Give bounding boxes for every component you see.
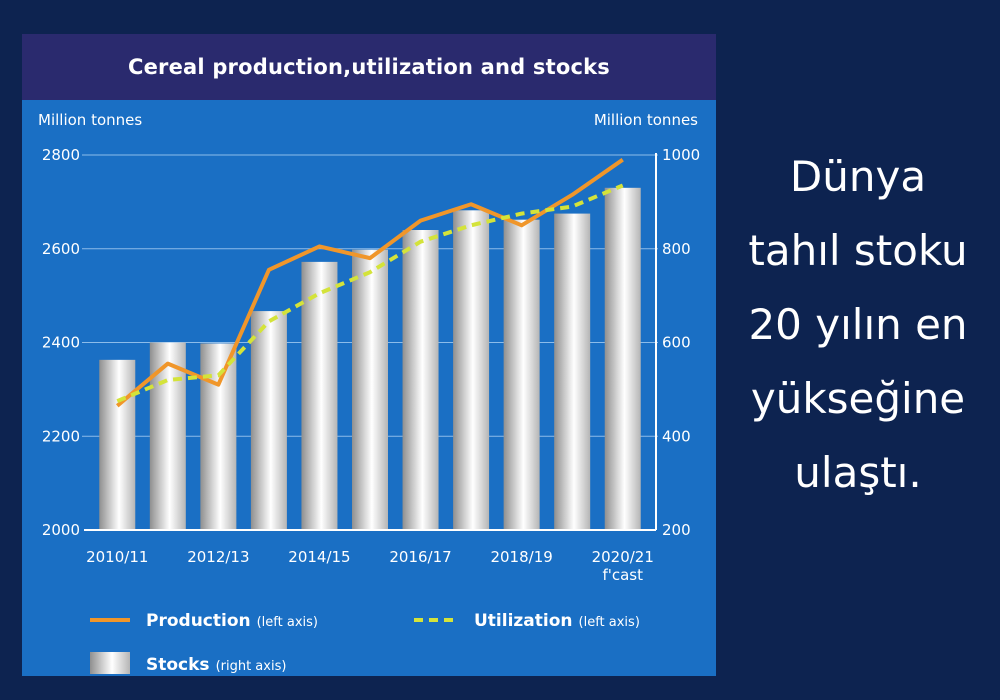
legend-utilization-name: Utilization xyxy=(474,611,573,631)
right-axis-label: Million tonnes xyxy=(594,111,698,129)
legend-utilization: Utilization (left axis) xyxy=(474,611,640,631)
headline-line-3: 20 yılın en xyxy=(748,300,968,349)
legend-production-name: Production xyxy=(146,611,251,631)
chart-title: Cereal production,utilization and stocks xyxy=(127,55,611,79)
x-tick-label: 2010/11 xyxy=(86,548,148,566)
right-tick-label: 800 xyxy=(662,240,691,258)
line-layer xyxy=(115,158,624,408)
stocks-bar xyxy=(604,187,641,530)
stocks-bar xyxy=(554,213,591,530)
left-axis-label: Million tonnes xyxy=(38,111,142,129)
legend-stocks-name: Stocks xyxy=(146,655,210,675)
chart-title-bar: Cereal production,utilization and stocks xyxy=(22,34,716,100)
x-tick-label: 2012/13 xyxy=(187,548,249,566)
stocks-bar xyxy=(99,359,136,530)
legend-stocks: Stocks (right axis) xyxy=(146,655,286,675)
right-tick-label: 1000 xyxy=(662,146,700,164)
stocks-bar xyxy=(250,311,287,530)
headline-line-4: yükseğine xyxy=(750,374,966,423)
x-tick-label: 2016/17 xyxy=(389,548,451,566)
right-tick-label: 600 xyxy=(662,334,691,352)
headline-line-5: ulaştı. xyxy=(794,448,922,497)
stocks-bar xyxy=(453,210,490,530)
x-tick-label: 2014/15 xyxy=(288,548,350,566)
right-tick-label: 200 xyxy=(662,521,691,539)
axis-layer: 2000 2200 2400 2600 2800 200 400 600 800 1000 Mill… xyxy=(38,111,700,584)
chart-svg: 2000 2200 2400 2600 2800 200 400 600 800 1000 Mill… xyxy=(38,111,700,675)
x-tick-label: 2020/21 xyxy=(592,548,654,566)
headline-line-1: Dünya xyxy=(789,152,927,201)
legend-utilization-note: (left axis) xyxy=(579,615,640,630)
left-tick-label: 2800 xyxy=(42,146,80,164)
right-tick-label: 400 xyxy=(662,427,691,445)
stocks-bar xyxy=(402,230,439,530)
stocks-bar xyxy=(352,249,388,530)
legend-production: Production (left axis) xyxy=(146,611,318,631)
x-tick-label: 2018/19 xyxy=(490,548,552,566)
headline: Dünya tahıl stoku 20 yılın en yükseğine … xyxy=(716,140,1000,510)
stocks-bar xyxy=(301,261,338,530)
legend-stocks-swatch xyxy=(90,652,130,674)
legend-layer: Production (left axis) Utilization (left ax… xyxy=(90,611,640,675)
left-tick-label: 2600 xyxy=(42,240,80,258)
legend-stocks-note: (right axis) xyxy=(216,659,287,674)
left-tick-label: 2400 xyxy=(42,334,80,352)
production-line xyxy=(115,158,624,408)
forecast-note: f'cast xyxy=(602,566,643,584)
bar-layer xyxy=(99,187,641,530)
left-tick-label: 2200 xyxy=(42,427,80,445)
stocks-bar xyxy=(503,219,540,530)
legend-production-note: (left axis) xyxy=(257,615,318,630)
headline-line-2: tahıl stoku xyxy=(748,226,968,275)
chart-panel: 2000 2200 2400 2600 2800 200 400 600 800 1000 Mill… xyxy=(22,34,716,676)
utilization-line xyxy=(116,183,624,403)
stocks-bar xyxy=(200,343,237,530)
left-tick-label: 2000 xyxy=(42,521,80,539)
